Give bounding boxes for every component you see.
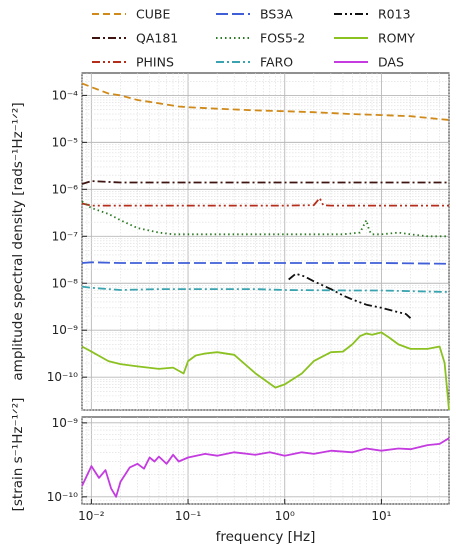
main-series <box>81 82 450 411</box>
legend-item-romy: ROMY <box>334 31 415 46</box>
legend-item-phins: PHINS <box>92 55 174 70</box>
legend-item-das: DAS <box>334 55 404 70</box>
main-series-cube <box>81 82 450 121</box>
main-y-tick-label: 10⁻⁹ <box>52 323 79 337</box>
main-y-ticks: 10⁻⁴ 10⁻⁵ 10⁻⁶ 10⁻⁷ 10⁻⁸ 10⁻⁹ 10⁻¹⁰ <box>47 88 87 384</box>
main-series-bs3a <box>81 261 450 265</box>
x-tick-label: 10⁻² <box>78 509 105 523</box>
main-y-tick-label: 10⁻⁸ <box>52 276 79 290</box>
x-tick-label: 10⁰ <box>275 509 295 523</box>
das-series <box>81 437 450 498</box>
legend-item-fos5-2: FOS5-2 <box>216 31 305 46</box>
legend-item-faro: FARO <box>216 55 293 70</box>
das-y-axis-label: [strain s⁻¹Hz⁻¹ᐟ²] <box>10 398 26 512</box>
legend: CUBE BS3A R013 QA181 FOS5-2 ROMY PHINS FARO DAS <box>92 7 415 70</box>
legend-item-cube: CUBE <box>92 7 170 22</box>
main-y-tick-label: 10⁻⁶ <box>52 182 79 196</box>
main-y-tick-label: 10⁻⁷ <box>52 229 79 243</box>
das-y-tick-label: 10⁻⁹ <box>52 416 79 430</box>
legend-label-bs3a: BS3A <box>260 7 293 22</box>
das-y-ticks: 10⁻⁹ 10⁻¹⁰ <box>47 416 87 504</box>
main-grid <box>81 73 450 411</box>
main-series-qa181 <box>81 180 449 185</box>
main-series-r013 <box>288 272 412 319</box>
main-y-tick-label: 10⁻⁵ <box>52 135 79 149</box>
das-panel: 10⁻⁹ 10⁻¹⁰ 10⁻² 10⁻¹ 10⁰ 10¹ [strain s⁻¹Hz⁻¹… <box>10 398 450 545</box>
legend-item-r013: R013 <box>334 7 411 22</box>
legend-label-faro: FARO <box>260 55 293 70</box>
main-plot-frame <box>81 72 450 411</box>
main-y-axis-label: amplitude spectral density [rads⁻¹Hz⁻¹ᐟ²… <box>10 102 26 380</box>
legend-label-das: DAS <box>378 55 404 70</box>
legend-label-phins: PHINS <box>136 55 174 70</box>
main-y-tick-label: 10⁻¹⁰ <box>47 370 78 384</box>
main-y-tick-label: 10⁻⁴ <box>52 88 79 102</box>
legend-label-fos5-2: FOS5-2 <box>260 31 305 46</box>
das-grid <box>81 417 450 505</box>
x-axis-label: frequency [Hz] <box>216 529 316 545</box>
legend-item-qa181: QA181 <box>92 31 178 46</box>
main-panel: 10⁻⁴ 10⁻⁵ 10⁻⁶ 10⁻⁷ 10⁻⁸ 10⁻⁹ 10⁻¹⁰ amplitude … <box>10 72 450 411</box>
legend-item-bs3a: BS3A <box>216 7 293 22</box>
x-ticks: 10⁻² 10⁻¹ 10⁰ 10¹ <box>78 499 392 523</box>
main-series-fos5-2 <box>81 200 449 238</box>
x-tick-label: 10⁻¹ <box>175 509 202 523</box>
das-y-tick-label: 10⁻¹⁰ <box>47 490 78 504</box>
legend-label-romy: ROMY <box>378 31 415 46</box>
x-tick-label: 10¹ <box>371 509 391 523</box>
main-series-romy <box>81 331 450 411</box>
main-series-phins <box>81 197 449 207</box>
legend-label-qa181: QA181 <box>136 31 178 46</box>
legend-label-cube: CUBE <box>136 7 170 22</box>
legend-label-r013: R013 <box>378 7 411 22</box>
das-series-das <box>81 437 450 498</box>
main-series-faro <box>81 285 450 293</box>
